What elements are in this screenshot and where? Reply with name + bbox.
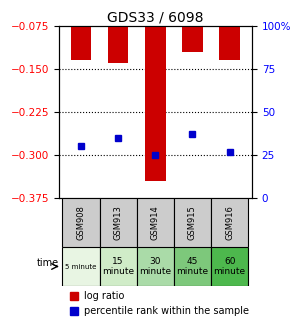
Text: percentile rank within the sample: percentile rank within the sample	[84, 306, 249, 316]
Text: 30
minute: 30 minute	[139, 257, 171, 276]
Bar	[71, 26, 91, 60]
Text: GSM913: GSM913	[114, 205, 122, 240]
Text: GSM908: GSM908	[76, 205, 86, 240]
Text: GSM916: GSM916	[225, 205, 234, 240]
Text: 5 minute: 5 minute	[65, 264, 97, 269]
Bar	[62, 247, 100, 286]
Title: GDS33 / 6098: GDS33 / 6098	[107, 11, 204, 25]
Bar	[108, 26, 128, 63]
Bar	[219, 26, 240, 60]
Bar	[100, 198, 137, 247]
Text: 15
minute: 15 minute	[102, 257, 134, 276]
Text: time: time	[37, 258, 59, 267]
Bar	[182, 26, 203, 52]
Bar	[211, 198, 248, 247]
Text: GSM915: GSM915	[188, 205, 197, 240]
Bar	[137, 198, 174, 247]
Text: GSM914: GSM914	[151, 205, 160, 240]
Bar	[174, 247, 211, 286]
Bar	[211, 247, 248, 286]
Text: 45
minute: 45 minute	[176, 257, 209, 276]
Bar	[62, 198, 100, 247]
Bar	[100, 247, 137, 286]
Text: 60
minute: 60 minute	[214, 257, 246, 276]
Bar	[174, 198, 211, 247]
Bar	[137, 247, 174, 286]
Bar	[145, 26, 166, 181]
Text: log ratio: log ratio	[84, 291, 124, 301]
